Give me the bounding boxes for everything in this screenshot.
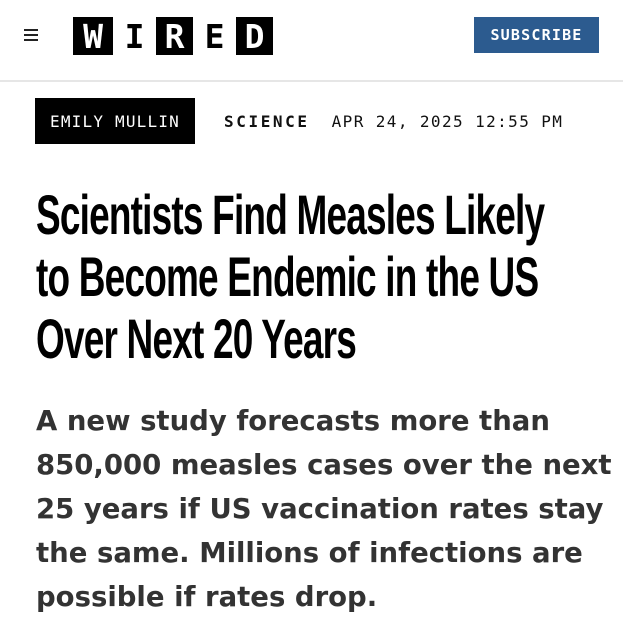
logo-letter-i: I xyxy=(116,17,153,55)
headline-line: Over Next 20 Years xyxy=(36,307,357,370)
dek-line: 850,000 measles cases over the next xyxy=(36,449,612,481)
logo-letter-e: E xyxy=(196,17,233,55)
logo-letter-r: R xyxy=(156,17,193,55)
menu-bar xyxy=(24,39,38,41)
section-link[interactable]: SCIENCE xyxy=(224,111,310,131)
article-dek: A new study forecasts more than 850,000 … xyxy=(36,399,612,619)
publish-timestamp: APR 24, 2025 12:55 PM xyxy=(331,111,564,131)
dek-line: 25 years if US vaccination rates stay xyxy=(36,493,604,525)
menu-bar xyxy=(24,29,38,31)
wired-logo[interactable]: W I R E D xyxy=(73,17,273,55)
logo-letter-d: D xyxy=(236,17,273,55)
headline-line: Scientists Find Measles Likely xyxy=(36,183,545,246)
hamburger-menu-icon[interactable] xyxy=(22,26,40,42)
site-header: W I R E D SUBSCRIBE xyxy=(0,0,623,82)
dek-line: the same. Millions of infections are xyxy=(36,537,583,569)
logo-letter-w: W xyxy=(73,17,113,55)
dek-line: A new study forecasts more than xyxy=(36,405,550,437)
author-link[interactable]: EMILY MULLIN xyxy=(35,98,195,144)
headline-line: to Become Endemic in the US xyxy=(36,245,539,308)
byline: EMILY MULLIN SCIENCE APR 24, 2025 12:55 … xyxy=(35,98,563,144)
article-headline: Scientists Find Measles Likely to Become… xyxy=(36,184,623,370)
subscribe-button[interactable]: SUBSCRIBE xyxy=(474,17,599,53)
menu-bar xyxy=(24,34,38,36)
dek-line: possible if rates drop. xyxy=(36,581,378,613)
